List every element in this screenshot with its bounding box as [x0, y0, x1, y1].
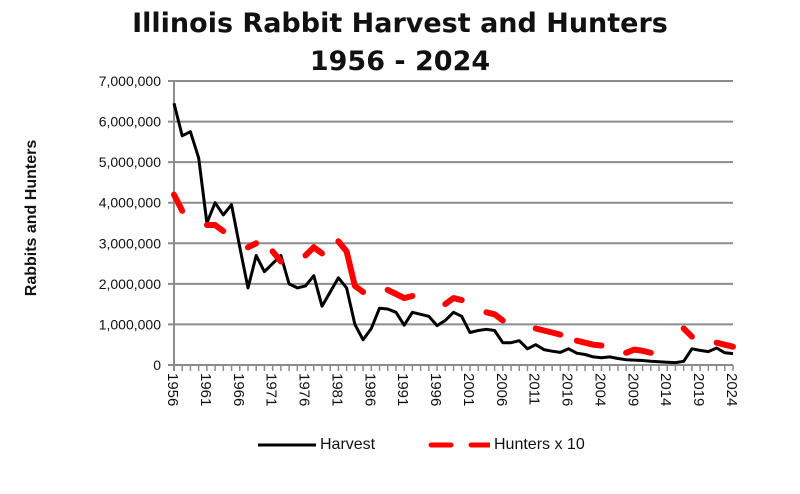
hunters-line [171, 191, 186, 214]
hunters-line [713, 339, 736, 350]
data-series [171, 102, 736, 365]
solid-line-swatch-icon [258, 443, 316, 447]
legend-item-harvest: Harvest [258, 436, 375, 454]
harvest-line [172, 102, 734, 365]
y-tick-label: 0 [153, 357, 161, 373]
hunters-line [335, 238, 367, 295]
hunters-line [680, 325, 695, 340]
hunters-line [442, 295, 465, 308]
x-tick-label: 2009 [624, 373, 641, 406]
x-tick-label: 1956 [164, 373, 181, 406]
chart-subtitle: 1956 - 2024 [309, 46, 491, 77]
chart-title: Illinois Rabbit Harvest and Hunters [132, 8, 668, 39]
x-tick-label: 1986 [361, 373, 378, 406]
x-tick-label: 2004 [591, 373, 608, 406]
dashed-line-swatch-icon [428, 442, 490, 448]
x-axis-ticks: 1956 1961 1966 1971 1976 1981 1986 1991 1996 2001… [164, 373, 740, 406]
x-tick-label: 1961 [197, 373, 214, 406]
hunters-line [245, 240, 260, 251]
x-tick-label: 1976 [296, 373, 313, 406]
x-tick-label: 2019 [690, 373, 707, 406]
y-tick-label: 3,000,000 [99, 235, 161, 251]
hunters-line [384, 286, 416, 302]
hunters-line [203, 222, 227, 235]
gridlines [168, 80, 734, 371]
x-tick-label: 1981 [328, 373, 345, 406]
y-tick-label: 2,000,000 [99, 276, 161, 292]
x-tick-label: 2014 [657, 373, 674, 406]
x-tick-label: 1966 [230, 373, 247, 406]
x-tick-label: 2001 [460, 373, 477, 406]
y-tick-label: 7,000,000 [99, 73, 161, 89]
y-tick-label: 4,000,000 [99, 195, 161, 211]
hunters-line [532, 325, 564, 338]
hunters-line [483, 309, 506, 324]
y-tick-label: 5,000,000 [99, 154, 161, 170]
legend-item-hunters: Hunters x 10 [428, 436, 585, 454]
legend: Harvest Hunters x 10 [0, 436, 800, 460]
x-tick-label: 1991 [394, 373, 411, 406]
y-axis-ticks: 0 1,000,000 2,000,000 3,000,000 4,000,000 5,0… [99, 73, 162, 373]
hunters-line [623, 346, 654, 356]
hunters-line [269, 248, 284, 265]
y-tick-label: 6,000,000 [99, 114, 161, 130]
x-tick-label: 2016 [559, 373, 576, 406]
legend-label-hunters: Hunters x 10 [494, 436, 585, 453]
x-tick-label: 2011 [526, 373, 543, 405]
hunters-line [573, 337, 605, 349]
x-tick-label: 2024 [723, 373, 740, 406]
legend-label-harvest: Harvest [320, 436, 376, 453]
hunters-line [302, 244, 325, 259]
y-tick-label: 1,000,000 [99, 316, 161, 332]
x-tick-label: 1971 [263, 373, 280, 406]
x-tick-label: 1996 [427, 373, 444, 406]
x-tick-label: 2006 [493, 373, 510, 406]
